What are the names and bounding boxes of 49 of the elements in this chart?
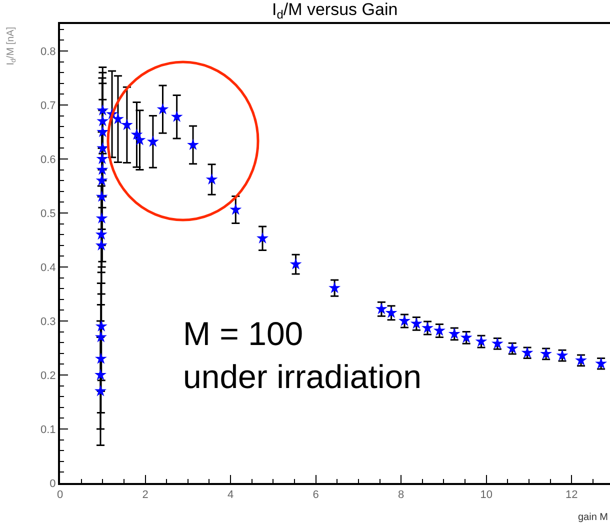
x-axis-title: gain M bbox=[578, 512, 608, 523]
y-tick-label: 0.5 bbox=[40, 208, 56, 220]
point bbox=[96, 174, 108, 186]
x-tick-label: 2 bbox=[142, 489, 148, 502]
point bbox=[96, 114, 109, 126]
y-tick-label: 0 bbox=[50, 478, 56, 490]
point bbox=[96, 164, 108, 175]
point bbox=[95, 239, 108, 250]
y-tick-label: 0.2 bbox=[40, 370, 56, 382]
point bbox=[96, 104, 109, 116]
point bbox=[96, 212, 108, 224]
point bbox=[112, 112, 124, 124]
point bbox=[156, 103, 169, 114]
y-tick-label: 0.3 bbox=[40, 316, 56, 328]
x-tick-label: 6 bbox=[312, 489, 319, 502]
point bbox=[96, 142, 109, 154]
point bbox=[94, 352, 107, 364]
point bbox=[120, 118, 133, 130]
chart-title: I$_{d}$/M versus Gain bbox=[272, 0, 398, 22]
x-tick-label: 12 bbox=[566, 489, 578, 502]
point bbox=[95, 228, 108, 240]
y-tick-label: 0.4 bbox=[40, 262, 56, 274]
y-tick-label: 0.7 bbox=[40, 100, 56, 112]
y-tick-label: 0.1 bbox=[40, 424, 56, 436]
point bbox=[290, 258, 302, 270]
point bbox=[96, 126, 109, 138]
point bbox=[375, 302, 388, 314]
point bbox=[94, 330, 107, 342]
x-tick-label: 4 bbox=[227, 489, 234, 502]
point bbox=[170, 110, 183, 122]
y-tick-label: 0.8 bbox=[40, 46, 56, 58]
point bbox=[94, 368, 106, 380]
x-tick-label: 8 bbox=[398, 489, 404, 502]
point bbox=[96, 190, 108, 202]
point bbox=[256, 232, 269, 244]
point bbox=[94, 384, 106, 396]
point bbox=[385, 306, 398, 318]
point bbox=[95, 320, 108, 332]
point bbox=[328, 282, 341, 294]
x-tick-label: 10 bbox=[480, 489, 492, 502]
annotation: M = 100 under irradiation bbox=[183, 315, 422, 395]
point bbox=[187, 138, 200, 150]
point bbox=[130, 128, 143, 140]
y-tick-label: 0.6 bbox=[40, 154, 56, 166]
point bbox=[146, 135, 159, 147]
point bbox=[206, 173, 218, 185]
point bbox=[134, 134, 146, 146]
point bbox=[96, 152, 108, 164]
point bbox=[230, 203, 242, 215]
